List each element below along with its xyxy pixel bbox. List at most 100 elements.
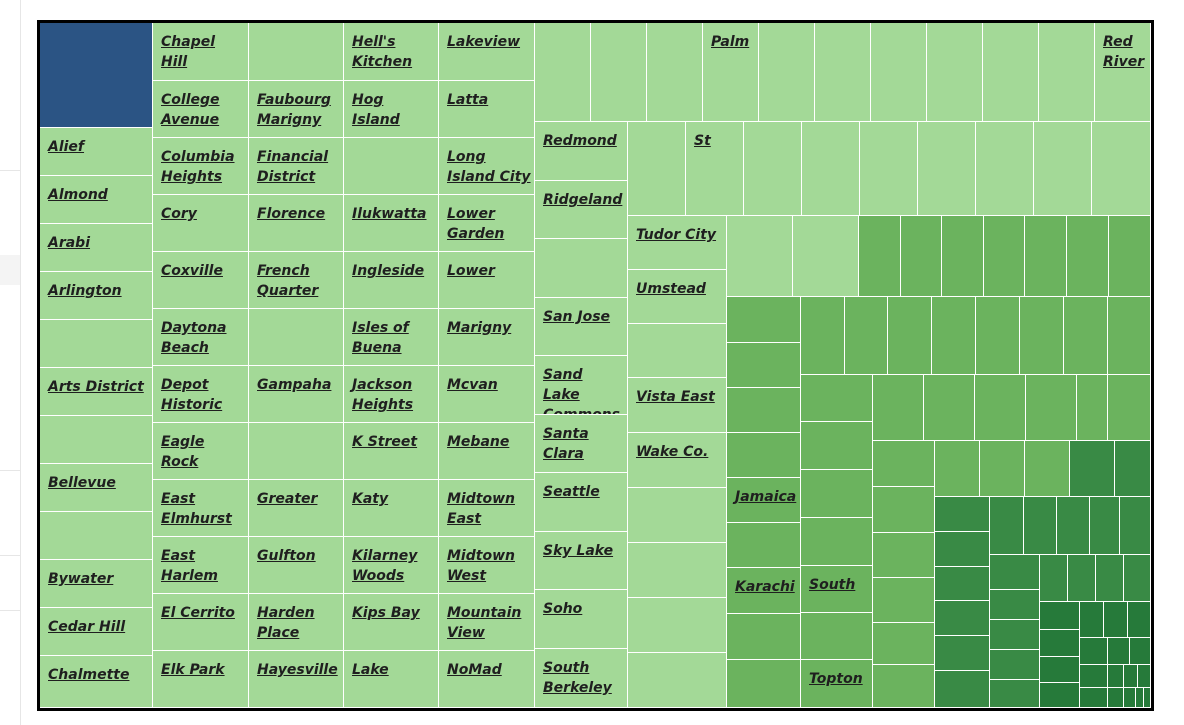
treemap-tile[interactable] (628, 543, 727, 598)
treemap-tile[interactable] (1080, 688, 1108, 708)
treemap-tile[interactable]: Ridgeland (535, 181, 628, 239)
treemap-tile[interactable] (727, 660, 801, 708)
treemap-tile[interactable] (1144, 688, 1151, 708)
treemap-tile[interactable]: Midtown East (439, 480, 535, 537)
treemap-tile[interactable] (801, 470, 873, 518)
treemap-tile[interactable]: Palm (703, 23, 759, 122)
treemap-tile[interactable]: Bellevue (40, 464, 153, 512)
treemap-tile[interactable]: Kips Bay (344, 594, 439, 651)
treemap-tile[interactable] (759, 23, 815, 122)
treemap-tile[interactable]: Midtown West (439, 537, 535, 594)
treemap-tile[interactable] (628, 488, 727, 543)
treemap-tile[interactable] (1138, 665, 1151, 688)
treemap-tile[interactable] (1136, 688, 1144, 708)
treemap-tile[interactable] (924, 375, 975, 441)
treemap-tile[interactable] (535, 239, 628, 298)
treemap-tile[interactable]: Red River (1095, 23, 1151, 122)
treemap-tile[interactable]: Hell's Kitchen (344, 23, 439, 81)
treemap-tile[interactable]: Columbia Heights (153, 138, 249, 195)
treemap-tile[interactable] (1108, 665, 1124, 688)
treemap-tile[interactable] (873, 623, 935, 665)
treemap-tile[interactable] (1024, 497, 1057, 555)
treemap-tile[interactable]: Coxville (153, 252, 249, 309)
treemap-tile[interactable]: Redmond (535, 122, 628, 181)
treemap-tile[interactable] (1108, 297, 1151, 375)
treemap-tile[interactable]: Bywater (40, 560, 153, 608)
treemap-tile[interactable] (1039, 23, 1095, 122)
treemap-tile[interactable]: Ilukwatta (344, 195, 439, 252)
treemap-tile[interactable] (976, 122, 1034, 216)
treemap-tile[interactable]: Gampaha (249, 366, 344, 423)
treemap-tile[interactable]: Arabi (40, 224, 153, 272)
treemap-tile[interactable] (40, 320, 153, 368)
treemap-tile[interactable] (1067, 216, 1109, 297)
treemap-tile[interactable]: South Berkeley (535, 649, 628, 708)
treemap-tile[interactable]: Arlington (40, 272, 153, 320)
treemap-tile[interactable] (1040, 555, 1068, 602)
treemap-tile[interactable]: Umstead (628, 270, 727, 324)
treemap-tile[interactable]: East Elmhurst (153, 480, 249, 537)
treemap-tile[interactable] (249, 423, 344, 480)
treemap-tile[interactable]: Seattle (535, 473, 628, 532)
treemap-tile[interactable]: Katy (344, 480, 439, 537)
treemap-tile[interactable] (1130, 638, 1151, 665)
treemap-tile[interactable]: Financial District (249, 138, 344, 195)
treemap-tile[interactable] (1124, 665, 1138, 688)
treemap-tile[interactable] (976, 297, 1020, 375)
treemap-tile[interactable] (935, 601, 990, 636)
treemap-tile[interactable] (249, 309, 344, 366)
treemap-tile[interactable]: Jackson Heights (344, 366, 439, 423)
treemap-tile[interactable] (1040, 683, 1080, 708)
treemap-tile[interactable] (801, 297, 845, 375)
treemap-tile[interactable] (1080, 665, 1108, 688)
treemap-tile[interactable]: Santa Clara (535, 415, 628, 473)
treemap-tile-selected[interactable] (40, 23, 153, 128)
treemap-tile[interactable]: Lake (344, 651, 439, 708)
treemap-tile[interactable]: Isles of Buena (344, 309, 439, 366)
treemap-tile[interactable] (935, 671, 990, 708)
treemap-tile[interactable] (1020, 297, 1064, 375)
treemap-tile[interactable]: Chapel Hill (153, 23, 249, 81)
treemap-tile[interactable] (942, 216, 984, 297)
treemap-tile[interactable]: Gulfton (249, 537, 344, 594)
treemap-tile[interactable]: College Avenue (153, 81, 249, 138)
treemap-tile[interactable] (628, 324, 727, 378)
treemap-tile[interactable] (793, 216, 859, 297)
treemap-tile[interactable] (932, 297, 976, 375)
treemap-tile[interactable] (901, 216, 942, 297)
treemap-tile[interactable] (1070, 441, 1115, 497)
treemap-tile[interactable]: Hog Island (344, 81, 439, 138)
treemap-tile[interactable]: Depot Historic (153, 366, 249, 423)
treemap-tile[interactable]: Eagle Rock (153, 423, 249, 480)
treemap-tile[interactable] (1104, 602, 1128, 638)
treemap-tile[interactable] (859, 216, 901, 297)
treemap-tile[interactable] (860, 122, 918, 216)
treemap-tile[interactable] (801, 375, 873, 422)
treemap-tile[interactable] (727, 614, 801, 660)
treemap-tile[interactable]: San Jose (535, 298, 628, 356)
treemap-tile[interactable] (873, 533, 935, 578)
treemap-tile[interactable]: Cory (153, 195, 249, 252)
treemap-tile[interactable]: Lower Garden (439, 195, 535, 252)
treemap-tile[interactable] (873, 375, 924, 441)
treemap-tile[interactable] (727, 216, 793, 297)
treemap-tile[interactable] (1025, 441, 1070, 497)
treemap-tile[interactable]: Mebane (439, 423, 535, 480)
treemap-tile[interactable]: Greater (249, 480, 344, 537)
treemap-tile[interactable]: Almond (40, 176, 153, 224)
treemap-tile[interactable]: Elk Park (153, 651, 249, 708)
treemap-tile[interactable] (990, 650, 1040, 680)
treemap-tile[interactable] (591, 23, 647, 122)
treemap-tile[interactable] (249, 23, 344, 81)
treemap-tile[interactable] (1026, 375, 1077, 441)
treemap-tile[interactable]: El Cerrito (153, 594, 249, 651)
treemap-tile[interactable] (935, 441, 980, 497)
treemap-tile[interactable] (1040, 657, 1080, 683)
treemap-tile[interactable]: Hayesville (249, 651, 344, 708)
treemap-tile[interactable] (647, 23, 703, 122)
treemap-tile[interactable] (535, 23, 591, 122)
treemap-tile[interactable] (1108, 375, 1151, 441)
treemap-tile[interactable]: Harden Place (249, 594, 344, 651)
treemap-tile[interactable] (727, 433, 801, 478)
treemap-tile[interactable] (990, 680, 1040, 708)
